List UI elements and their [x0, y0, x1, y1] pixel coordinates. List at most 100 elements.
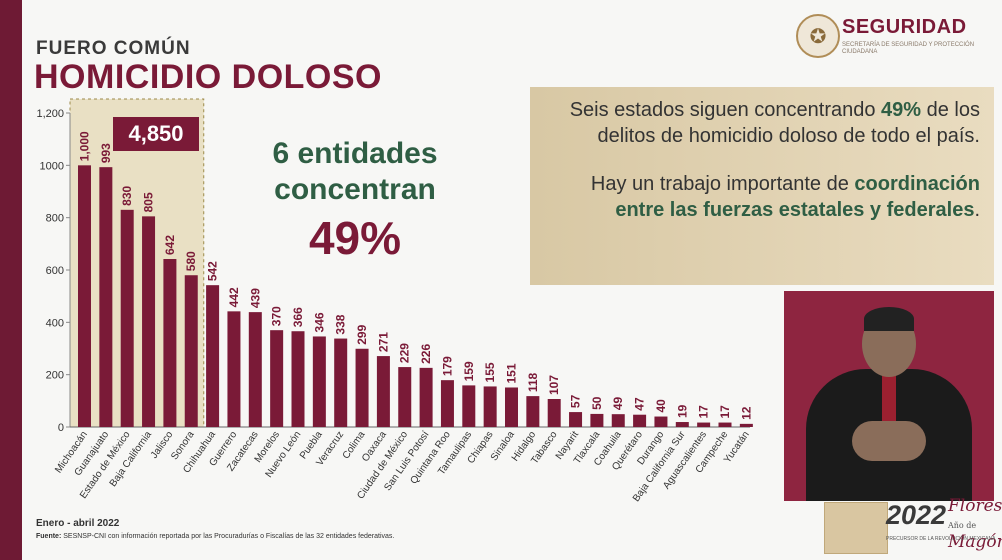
bar-value-label: 830	[120, 185, 134, 205]
bar-value-label: 271	[376, 332, 390, 352]
bar-value-label: 442	[227, 287, 241, 307]
bar-7	[206, 285, 220, 427]
bar-21	[505, 387, 518, 427]
honoree-prefix: Año de	[948, 521, 977, 530]
bar-value-label: 229	[398, 343, 412, 363]
year-logo: 2022 Flores Año de Magón PRECURSOR DE LA …	[824, 498, 1002, 560]
bar-18	[440, 380, 454, 427]
bar-value-label: 49	[611, 397, 625, 411]
bar-1	[78, 165, 91, 428]
interpreter-hands	[852, 421, 926, 461]
logo-subtitle: SECRETARÍA DE SEGURIDAD Y PROTECCIÓN CIU…	[842, 42, 975, 55]
source-label: Fuente:	[36, 533, 62, 540]
source-note: Fuente: SESNSP-CNI con información repor…	[36, 533, 394, 540]
year-subtitle: PRECURSOR DE LA REVOLUCIÓN MEXICANA	[886, 536, 996, 542]
bar-value-label: 346	[312, 312, 326, 332]
bar-8	[227, 311, 241, 427]
callout-line-1: 6 entidades	[272, 137, 438, 170]
bar-28	[654, 416, 668, 427]
bar-26	[611, 414, 625, 427]
bar-32	[739, 423, 753, 427]
bar-value-label: 993	[99, 143, 113, 163]
p1-text-a: Seis estados siguen concentrando	[569, 99, 882, 121]
bar-value-label: 19	[675, 404, 689, 418]
highlight-total-badge: 4,850	[113, 117, 199, 151]
y-tick-label: 0	[58, 422, 64, 434]
bar-23	[547, 399, 561, 427]
logo-name: SEGURIDAD	[842, 16, 967, 38]
bar-value-label: 299	[355, 324, 369, 344]
bar-16	[398, 367, 412, 427]
left-accent-stripe	[0, 0, 22, 560]
bar-2	[99, 167, 113, 428]
callout-line-2: concentran	[274, 173, 436, 206]
y-tick-label: 200	[46, 370, 64, 382]
national-seal-icon: ✪	[796, 14, 840, 58]
bar-4	[142, 216, 156, 427]
year-honoree: Flores Año de Magón	[948, 498, 1002, 551]
bar-6	[184, 275, 198, 427]
bar-22	[526, 396, 540, 427]
callout-percentage: 49%	[308, 212, 402, 264]
interpreter-hair	[864, 307, 914, 331]
portrait-icon	[824, 502, 888, 554]
seguridad-logo: ✪ SEGURIDAD SECRETARÍA DE SEGURIDAD Y PR…	[796, 14, 996, 60]
bar-value-label: 118	[526, 372, 540, 392]
bar-value-label: 580	[184, 251, 198, 271]
bar-value-label: 1,000	[78, 131, 92, 161]
bar-value-label: 17	[718, 405, 732, 419]
message-paragraph-1: Seis estados siguen concentrando 49% de …	[550, 97, 980, 149]
message-card: Seis estados siguen concentrando 49% de …	[530, 87, 994, 285]
bar-13	[334, 338, 348, 427]
bar-15	[376, 356, 390, 427]
bar-value-label: 338	[334, 314, 348, 334]
bar-5	[163, 259, 177, 427]
bar-10	[270, 330, 284, 427]
bar-25	[590, 413, 604, 427]
bar-value-label: 439	[248, 288, 262, 308]
bar-value-label: 542	[206, 261, 220, 281]
p1-text-b: de los delitos de homicidio doloso de to…	[597, 99, 980, 147]
p2-bold: coordinación entre las fuerzas estatales…	[615, 173, 980, 221]
bar-value-label: 370	[270, 306, 284, 326]
bar-value-label: 17	[697, 405, 711, 419]
bar-value-label: 151	[505, 363, 519, 383]
bar-9	[248, 312, 262, 427]
honoree-line-1: Flores	[948, 496, 1002, 516]
bar-31	[718, 422, 732, 427]
bar-27	[633, 414, 647, 427]
bar-value-label: 642	[163, 235, 177, 255]
bar-value-label: 107	[547, 375, 561, 395]
bar-value-label: 226	[419, 344, 433, 364]
page-title: HOMICIDIO DOLOSO	[34, 58, 382, 96]
bar-value-label: 366	[291, 307, 305, 327]
sign-language-interpreter-video	[784, 291, 994, 501]
bar-20	[483, 386, 497, 427]
y-tick-label: 1000	[40, 160, 64, 172]
source-text: SESNSP-CNI con información reportada por…	[61, 533, 395, 540]
bar-12	[312, 336, 326, 427]
bar-19	[462, 385, 476, 427]
message-text: Seis estados siguen concentrando 49% de …	[550, 97, 980, 223]
p2-text-a: Hay un trabajo importante de	[590, 173, 855, 195]
p2-text-b: .	[974, 199, 980, 221]
bar-14	[355, 348, 369, 427]
y-tick-label: 400	[46, 317, 64, 329]
bar-value-label: 12	[739, 406, 753, 420]
period-note: Enero - abril 2022	[36, 518, 120, 529]
y-tick-label: 1,200	[36, 108, 64, 120]
bar-17	[419, 367, 433, 427]
bar-value-label: 40	[654, 399, 668, 413]
bar-29	[675, 422, 689, 427]
highlight-callout: 6 entidades concentran 49%	[240, 136, 470, 268]
section-kicker: FUERO COMÚN	[36, 38, 191, 59]
honoree-line-2: Magón	[948, 532, 1002, 552]
p1-bold: 49%	[881, 99, 922, 121]
year-number: 2022	[886, 500, 947, 530]
bar-value-label: 50	[590, 396, 604, 410]
bar-value-label: 47	[633, 397, 647, 411]
y-tick-label: 600	[46, 265, 64, 277]
y-tick-label: 800	[46, 213, 64, 225]
bar-24	[569, 412, 583, 427]
